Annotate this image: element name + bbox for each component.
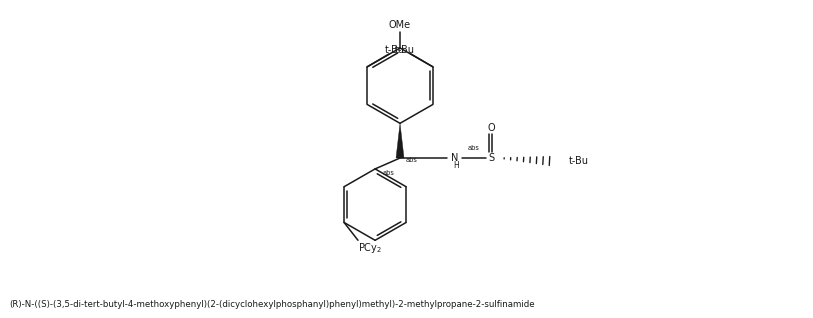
Text: t-Bu: t-Bu <box>395 45 415 55</box>
Text: PCy$_2$: PCy$_2$ <box>358 241 382 255</box>
Text: abs: abs <box>383 170 395 176</box>
Text: S: S <box>489 153 495 163</box>
Polygon shape <box>396 123 404 158</box>
Text: OMe: OMe <box>389 20 411 30</box>
Text: t-Bu: t-Bu <box>568 156 589 166</box>
Text: (R)-N-((S)-(3,5-di-tert-butyl-4-methoxyphenyl)(2-(dicyclohexylphosphanyl)phenyl): (R)-N-((S)-(3,5-di-tert-butyl-4-methoxyp… <box>10 300 535 309</box>
Text: t-Bu: t-Bu <box>385 45 405 55</box>
Text: abs: abs <box>467 145 480 151</box>
Text: H: H <box>453 162 459 170</box>
Text: N: N <box>451 153 459 163</box>
Text: O: O <box>488 123 495 133</box>
Text: abs: abs <box>406 157 418 163</box>
